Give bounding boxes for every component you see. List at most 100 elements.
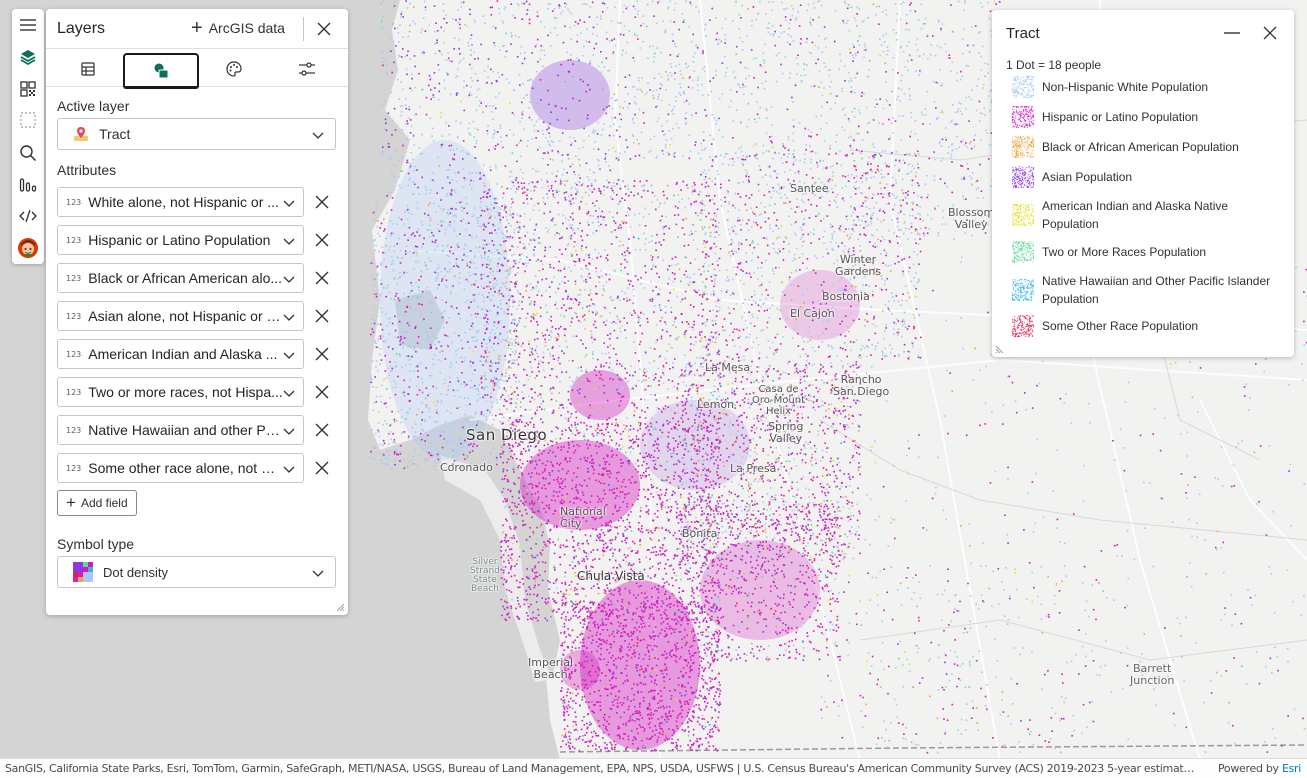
population-dot [558, 5, 561, 7]
population-dot [568, 10, 571, 13]
population-dot [414, 435, 416, 437]
population-dot [415, 324, 418, 326]
population-dot [647, 385, 650, 387]
population-dot [460, 100, 462, 103]
population-dot [703, 291, 705, 294]
population-dot [480, 273, 483, 276]
population-dot [374, 278, 376, 280]
population-dot [399, 355, 401, 357]
population-dot [514, 274, 517, 276]
population-dot [377, 422, 380, 424]
population-dot [516, 540, 518, 543]
population-dot [567, 399, 570, 401]
population-dot [442, 437, 445, 440]
population-dot [423, 237, 425, 240]
population-dot [515, 351, 517, 353]
population-dot [509, 249, 511, 251]
population-dot [535, 575, 537, 577]
population-dot [461, 443, 464, 445]
population-dot [648, 241, 650, 243]
population-dot [617, 156, 620, 159]
population-dot [551, 470, 554, 472]
population-dot [406, 7, 409, 9]
population-dot [647, 321, 649, 323]
population-dot [717, 367, 720, 370]
population-dot [693, 323, 695, 326]
population-dot [640, 527, 643, 530]
population-dot [567, 296, 569, 298]
population-dot [508, 209, 511, 211]
population-dot [483, 70, 486, 72]
population-dot [704, 233, 706, 236]
population-dot [510, 225, 512, 227]
population-dot [482, 396, 484, 399]
population-dot [513, 466, 515, 468]
population-dot [531, 181, 534, 184]
population-dot [591, 601, 594, 603]
population-dot [488, 212, 490, 215]
population-dot [463, 177, 465, 179]
population-dot [493, 389, 495, 391]
population-dot [509, 354, 512, 356]
population-dot [569, 136, 571, 138]
population-dot [592, 528, 594, 530]
population-dot [660, 335, 663, 338]
population-dot [515, 259, 517, 262]
population-dot [627, 547, 630, 550]
population-dot [519, 317, 521, 320]
population-dot [440, 393, 443, 395]
population-dot [515, 406, 517, 408]
population-dot [388, 333, 390, 335]
population-dot [564, 524, 567, 526]
population-dot [662, 544, 664, 546]
population-dot [570, 187, 572, 190]
population-dot [586, 607, 588, 609]
population-dot [483, 396, 486, 399]
population-dot [716, 445, 718, 448]
population-dot [435, 420, 438, 423]
population-dot [480, 254, 482, 257]
population-dot [497, 321, 500, 323]
population-dot [646, 549, 649, 551]
population-dot [414, 165, 416, 168]
population-dot [450, 191, 453, 193]
population-dot [469, 63, 471, 66]
population-dot [406, 120, 408, 122]
population-dot [407, 238, 410, 240]
population-dot [674, 264, 677, 266]
population-dot [640, 196, 643, 198]
population-dot [512, 301, 514, 303]
population-dot [514, 401, 517, 404]
population-dot [578, 601, 581, 604]
population-dot [517, 188, 519, 191]
population-dot [439, 372, 441, 374]
population-dot [639, 324, 642, 327]
population-dot [612, 347, 615, 350]
population-dot [403, 271, 405, 274]
population-dot [653, 311, 655, 313]
population-dot [394, 175, 396, 178]
population-dot [566, 601, 568, 604]
population-dot [550, 398, 553, 401]
population-dot [459, 53, 461, 55]
population-dot [619, 240, 621, 243]
population-dot [657, 591, 660, 593]
population-dot [506, 236, 509, 238]
population-dot [492, 244, 495, 246]
population-dot [642, 439, 644, 441]
population-dot [496, 265, 499, 268]
population-dot [615, 442, 618, 445]
population-dot [570, 403, 572, 406]
population-dot [372, 278, 374, 281]
population-dot [451, 178, 453, 181]
population-dot [632, 540, 634, 543]
population-dot [536, 409, 539, 412]
population-dot [573, 245, 575, 248]
population-dot [421, 89, 423, 91]
population-dot [386, 377, 388, 379]
population-dot [702, 489, 705, 491]
population-dot [421, 133, 424, 136]
population-dot [540, 106, 543, 109]
population-dot [496, 384, 498, 387]
population-dot [547, 152, 549, 154]
